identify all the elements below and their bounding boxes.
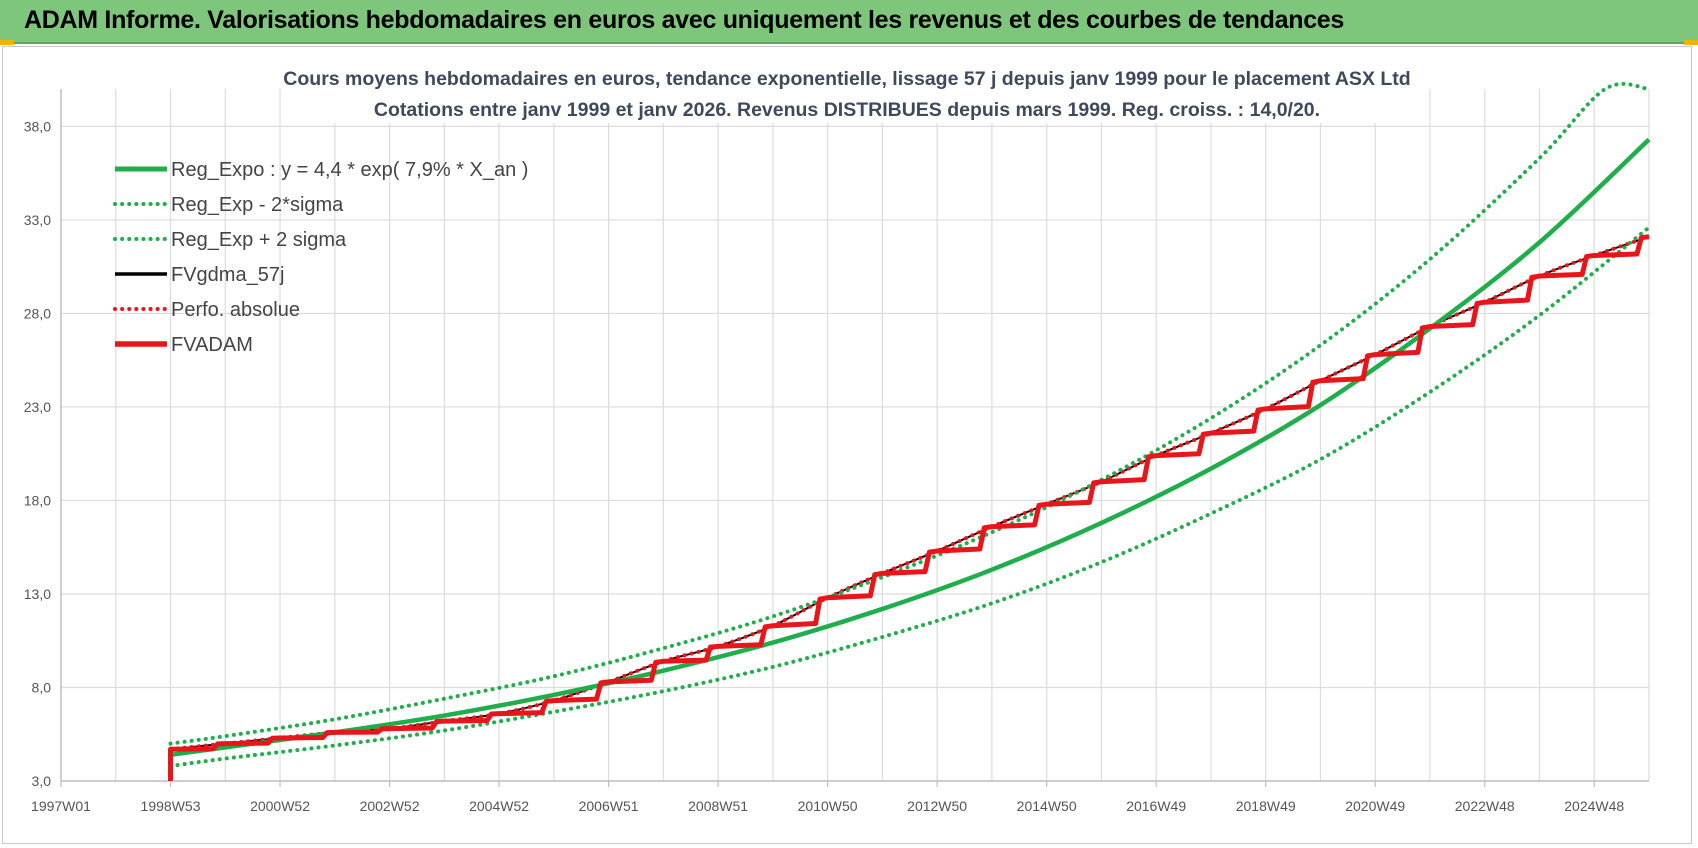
series-layer bbox=[168, 81, 1651, 781]
chart-subtitle: Cotations entre janv 1999 et janv 2026. … bbox=[374, 99, 1320, 121]
legend-label-fvadam: FVADAM bbox=[171, 334, 253, 356]
y-axis: 3,0 8,0 13,0 18,0 23,0 28,0 33,0 38,0 bbox=[24, 118, 51, 789]
corner-marker-left bbox=[0, 40, 14, 45]
legend-label-reg-expo-y-4-4-exp-7-9-x-an: Reg_Expo : y = 4,4 * exp( 7,9% * X_an ) bbox=[171, 159, 528, 181]
legend-label-reg-exp-2-sigma: Reg_Exp + 2 sigma bbox=[171, 229, 347, 251]
y-tick-label: 8,0 bbox=[32, 679, 52, 695]
x-tick-label: 2006W51 bbox=[579, 798, 639, 814]
series-line-perfo-absolue bbox=[168, 234, 1651, 752]
x-tick-label: 2018W49 bbox=[1236, 798, 1296, 814]
y-tick-label: 3,0 bbox=[32, 773, 52, 789]
legend-label-perfo-absolue: Perfo. absolue bbox=[171, 299, 300, 321]
x-tick-label: 2002W52 bbox=[360, 798, 420, 814]
x-tick-label: 2000W52 bbox=[250, 798, 310, 814]
chart-title: Cours moyens hebdomadaires en euros, ten… bbox=[283, 68, 1410, 90]
series-line-reg-exp-2-sigma bbox=[168, 81, 1651, 746]
y-tick-label: 18,0 bbox=[24, 492, 51, 508]
x-tick-label: 1998W53 bbox=[141, 798, 201, 814]
x-tick-label: 2014W50 bbox=[1017, 798, 1077, 814]
y-tick-label: 38,0 bbox=[24, 118, 51, 134]
series-line-reg-expo-y-4-4-exp-7-9-x-an bbox=[170, 137, 1651, 758]
chart-titles: Cours moyens hebdomadaires en euros, ten… bbox=[283, 59, 1411, 123]
x-tick-label: 2024W48 bbox=[1564, 798, 1624, 814]
header-banner: ADAM Informe. Valorisations hebdomadaire… bbox=[0, 0, 1698, 44]
series-line-reg-exp-2-sigma bbox=[168, 225, 1651, 769]
x-tick-label: 2004W52 bbox=[469, 798, 529, 814]
legend-label-reg-exp-2-sigma: Reg_Exp - 2*sigma bbox=[171, 194, 344, 216]
x-axis: 1997W01 1998W53 2000W52 2002W52 2004W52 2006W… bbox=[31, 781, 1624, 814]
banner-title: ADAM Informe. Valorisations hebdomadaire… bbox=[24, 6, 1345, 34]
x-tick-label: 2012W50 bbox=[907, 798, 967, 814]
y-tick-label: 13,0 bbox=[24, 586, 51, 602]
chart: 3,08,013,018,023,028,033,038,0 1997W01 19… bbox=[24, 59, 1651, 814]
chart-grid bbox=[60, 89, 1650, 782]
corner-marker-right bbox=[1684, 40, 1698, 45]
chart-frame: 3,0 8,0 13,0 18,0 23,0 28,0 33,0 38,0 1997W01 19… bbox=[2, 46, 1692, 844]
x-tick-label: 1997W01 bbox=[31, 798, 91, 814]
y-tick-label: 28,0 bbox=[24, 305, 51, 321]
legend-label-fvgdma-57j: FVgdma_57j bbox=[171, 264, 284, 286]
y-tick-label: 23,0 bbox=[24, 399, 51, 415]
x-tick-label: 2020W49 bbox=[1345, 798, 1405, 814]
y-tick-label: 33,0 bbox=[24, 212, 51, 228]
x-tick-label: 2016W49 bbox=[1126, 798, 1186, 814]
x-tick-label: 2022W48 bbox=[1455, 798, 1515, 814]
title-backdrop bbox=[295, 59, 1399, 123]
x-tick-label: 2008W51 bbox=[688, 798, 748, 814]
legend: Reg_Expo : y = 4,4 * exp( 7,9% * X_an ) R… bbox=[113, 159, 528, 356]
x-tick-label: 2010W50 bbox=[798, 798, 858, 814]
series-line-fvadam bbox=[168, 234, 1650, 781]
